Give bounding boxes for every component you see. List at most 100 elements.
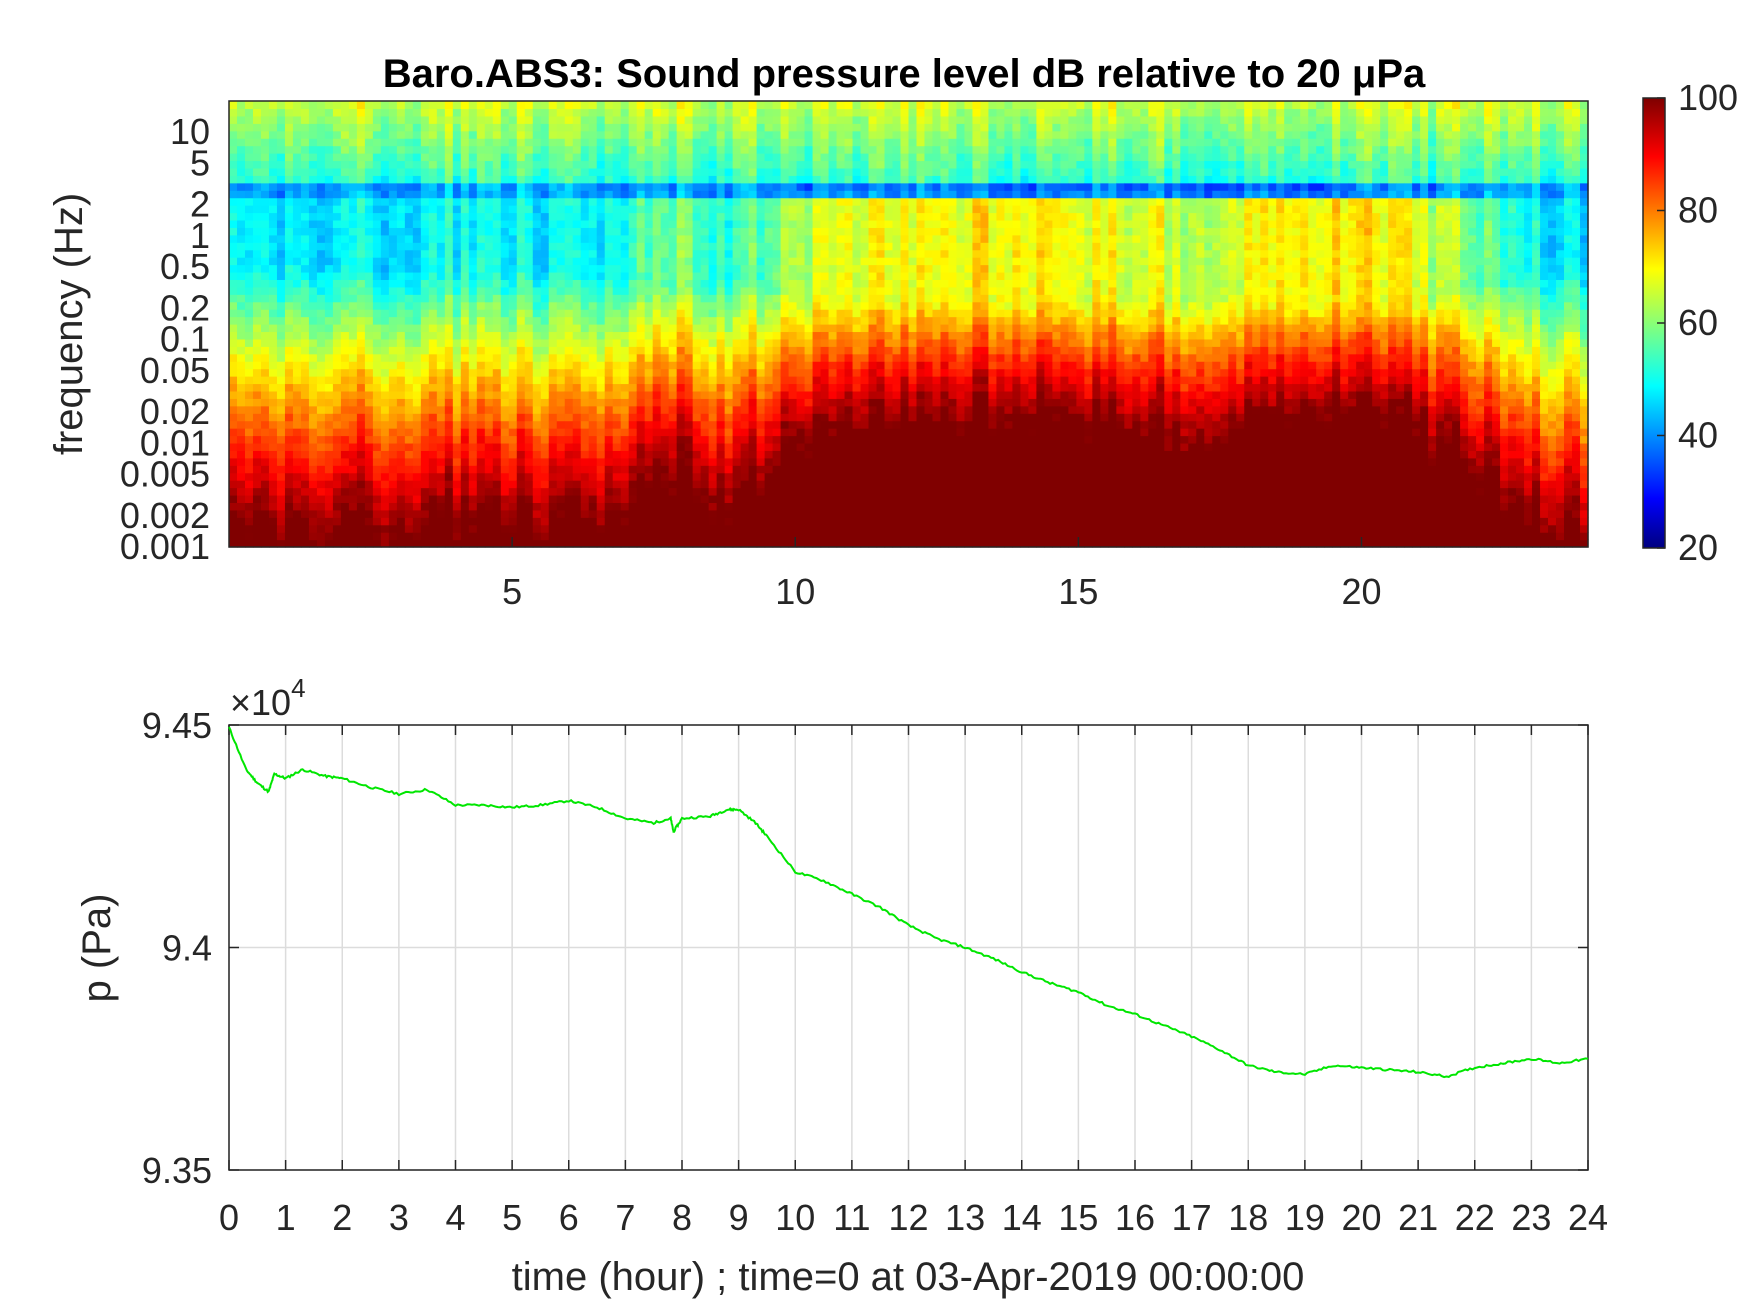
spectrogram-cell xyxy=(540,301,550,310)
spectrogram-cell xyxy=(708,309,718,318)
spectrogram-cell xyxy=(500,390,510,399)
spectrogram-cell xyxy=(372,182,382,191)
spectrogram-cell xyxy=(876,249,886,258)
spectrogram-cell xyxy=(396,487,406,496)
spectrogram-cell xyxy=(420,428,430,437)
spectrogram-cell xyxy=(692,316,702,325)
spectrogram-cell xyxy=(660,524,670,533)
spectrogram-cell xyxy=(692,331,702,340)
spectrogram-cell xyxy=(676,145,686,154)
spectrogram-cell xyxy=(252,405,262,414)
spectrogram-cell xyxy=(316,271,326,280)
spectrogram-cell xyxy=(700,405,710,414)
spectrogram-cell xyxy=(324,368,334,377)
spectrogram-cell xyxy=(700,435,710,444)
spectrogram-cell xyxy=(476,338,486,347)
spectrogram-cell xyxy=(300,524,310,533)
spectrogram-cell xyxy=(404,182,414,191)
spectrogram-cell xyxy=(612,420,622,429)
spectrogram-cell xyxy=(260,442,270,451)
spectrogram-cell xyxy=(532,234,542,243)
spectrogram-cell xyxy=(732,197,742,206)
spectrogram-cell xyxy=(876,338,886,347)
spectrogram-cell xyxy=(732,442,742,451)
spectrogram-cell xyxy=(828,465,838,474)
spectrogram-cell xyxy=(860,249,870,258)
spectrogram-cell xyxy=(668,353,678,362)
spectrogram-cell xyxy=(284,539,294,548)
spectrogram-cell xyxy=(300,294,310,303)
spectrogram-cell xyxy=(252,316,262,325)
spectrogram-cell xyxy=(796,115,806,124)
spectrogram-cell xyxy=(708,494,718,503)
spectrogram-cell xyxy=(436,324,446,333)
spectrogram-cell xyxy=(796,450,806,459)
spectrogram-cell xyxy=(596,167,606,176)
spectrogram-cell xyxy=(692,398,702,407)
spectrogram-cell xyxy=(788,182,798,191)
spectrogram-cell xyxy=(524,487,534,496)
spectrogram-cell xyxy=(812,153,822,162)
spectrogram-cell xyxy=(300,190,310,199)
spectrogram-cell xyxy=(580,398,590,407)
spectrogram-cell xyxy=(740,264,750,273)
spectrogram-cell xyxy=(292,130,302,139)
spectrogram-cell xyxy=(284,420,294,429)
spectrogram-cell xyxy=(292,390,302,399)
spectrogram-cell xyxy=(748,517,758,526)
spectrogram-cell xyxy=(676,324,686,333)
spectrogram-cell xyxy=(628,234,638,243)
spectrogram-cell xyxy=(364,487,374,496)
spectrogram-cell xyxy=(692,353,702,362)
spectrogram-cell xyxy=(748,294,758,303)
spectrogram-cell xyxy=(556,309,566,318)
spectrogram-cell xyxy=(612,524,622,533)
spectrogram-cell xyxy=(284,115,294,124)
spectrogram-cell xyxy=(588,271,598,280)
spectrogram-cell xyxy=(428,138,438,147)
spectrogram-cell xyxy=(420,502,430,511)
spectrogram-cell xyxy=(348,212,358,221)
spectrogram-cell xyxy=(884,509,894,518)
spectrogram-cell xyxy=(229,175,238,184)
spectrogram-cell xyxy=(244,130,254,139)
spectrogram-cell xyxy=(620,123,630,132)
spectrogram-cell xyxy=(756,190,766,199)
spectrogram-cell xyxy=(740,301,750,310)
spectrogram-cell xyxy=(476,465,486,474)
spectrogram-cell xyxy=(268,219,278,228)
spectrogram-cell xyxy=(284,182,294,191)
spectrogram-cell xyxy=(532,190,542,199)
spectrogram-cell xyxy=(476,331,486,340)
spectrogram-cell xyxy=(732,279,742,288)
spectrogram-cell xyxy=(372,234,382,243)
spectrogram-cell xyxy=(804,205,814,214)
spectrogram-cell xyxy=(724,271,734,280)
spectrogram-cell xyxy=(804,494,814,503)
spectrogram-cell xyxy=(668,494,678,503)
spectrogram-cell xyxy=(564,383,574,392)
spectrogram-cell xyxy=(332,532,342,541)
spectrogram-cell xyxy=(796,234,806,243)
spectrogram-cell xyxy=(692,309,702,318)
spectrogram-cell xyxy=(836,338,846,347)
spectrogram-cell xyxy=(340,390,350,399)
spectrogram-cell xyxy=(404,376,414,385)
spectrogram-cell xyxy=(684,487,694,496)
spectrogram-cell xyxy=(244,517,254,526)
spectrogram-cell xyxy=(812,242,822,251)
spectrogram-cell xyxy=(388,309,398,318)
spectrogram-cell xyxy=(796,524,806,533)
spectrogram-cell xyxy=(644,115,654,124)
spectrogram-cell xyxy=(260,532,270,541)
spectrogram-cell xyxy=(412,197,422,206)
spectrogram-cell xyxy=(444,301,454,310)
spectrogram-cell xyxy=(660,450,670,459)
spectrogram-cell xyxy=(436,376,446,385)
spectrogram-cell xyxy=(564,435,574,444)
spectrogram-cell xyxy=(860,145,870,154)
spectrogram-cell xyxy=(468,242,478,251)
spectrogram-cell xyxy=(844,115,854,124)
spectrogram-cell xyxy=(772,145,782,154)
spectrogram-cell xyxy=(492,502,502,511)
